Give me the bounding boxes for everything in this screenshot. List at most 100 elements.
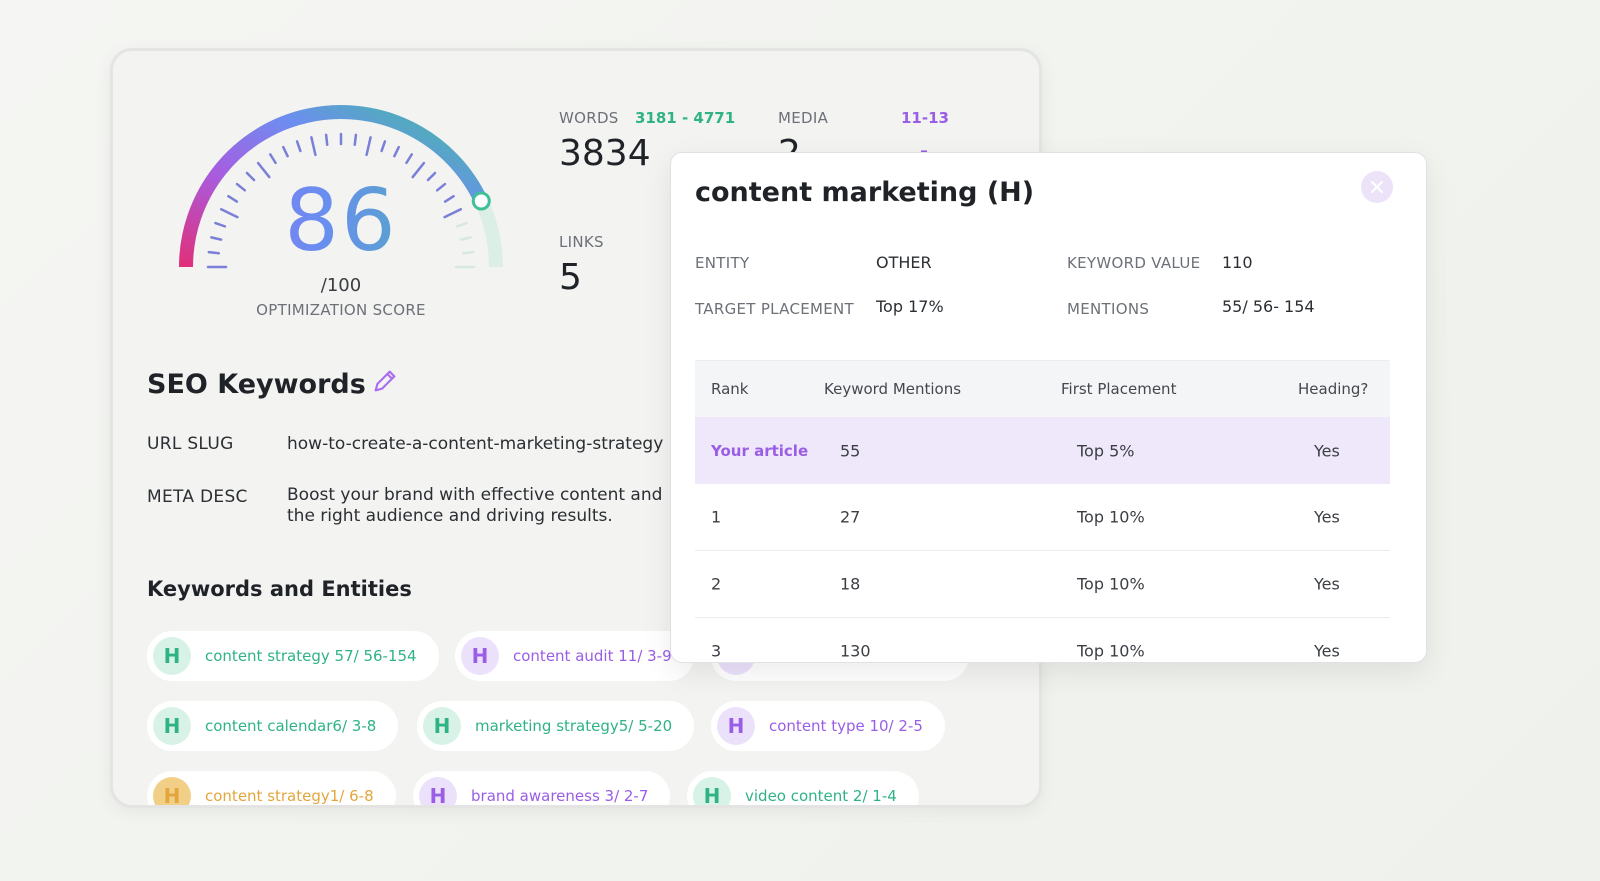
media-label: MEDIA bbox=[778, 109, 829, 127]
mentions-label: MENTIONS bbox=[1067, 300, 1150, 318]
rank-cell: Your article bbox=[711, 441, 809, 460]
keywords-entities-title: Keywords and Entities bbox=[147, 577, 412, 601]
score-max: /100 bbox=[320, 275, 362, 296]
rank-cell: 2 bbox=[711, 574, 722, 594]
mentions-cell: 55 bbox=[840, 441, 861, 460]
media-range: 11-13 bbox=[901, 109, 949, 127]
heading-cell: Yes bbox=[1314, 574, 1340, 594]
gauge-tick bbox=[405, 153, 414, 165]
score-value: 86 bbox=[161, 171, 521, 271]
column-header-placement: First Placement bbox=[1061, 380, 1177, 398]
mentions-cell: 130 bbox=[840, 641, 871, 661]
links-label: LINKS bbox=[559, 233, 604, 251]
gauge-tick bbox=[282, 145, 289, 158]
gauge-tick bbox=[426, 171, 437, 182]
gauge-tick bbox=[459, 236, 472, 241]
keyword-chip[interactable]: H content audit 11/ 3-9 bbox=[455, 631, 694, 681]
placement-cell: Top 5% bbox=[1077, 441, 1135, 460]
gauge-tick bbox=[245, 171, 256, 182]
keyword-value: 110 bbox=[1222, 253, 1253, 272]
gauge-tick bbox=[219, 208, 239, 219]
gauge-tick bbox=[455, 221, 468, 228]
gauge-tick bbox=[210, 236, 223, 241]
mentions-cell: 18 bbox=[840, 574, 861, 594]
keyword-chip-label: video content 2/ 1-4 bbox=[745, 787, 897, 805]
keyword-chip[interactable]: H video content 2/ 1-4 bbox=[687, 771, 919, 805]
gauge-tick bbox=[214, 221, 227, 228]
gauge-tick bbox=[461, 250, 475, 255]
gauge-tick bbox=[411, 161, 426, 179]
pencil-icon[interactable] bbox=[371, 367, 399, 395]
gauge-tick bbox=[235, 182, 247, 192]
url-slug-label: URL SLUG bbox=[147, 434, 234, 454]
gauge-tick bbox=[310, 136, 317, 157]
table-row: 3 130 Top 10% Yes bbox=[695, 618, 1390, 662]
keyword-detail-popup: content marketing (H) ENTITY OTHER KEYWO… bbox=[670, 152, 1427, 663]
close-button[interactable] bbox=[1361, 171, 1393, 203]
table-row: Your article 55 Top 5% Yes bbox=[695, 417, 1390, 484]
words-value: 3834 bbox=[559, 133, 651, 174]
keyword-chip-label: content strategy 57/ 56-154 bbox=[205, 647, 417, 665]
gauge-tick bbox=[324, 133, 329, 147]
keyword-chip[interactable]: H content calendar6/ 3-8 bbox=[147, 701, 399, 751]
gauge-tick bbox=[380, 140, 387, 153]
gauge-tick bbox=[353, 133, 358, 147]
placement-cell: Top 10% bbox=[1077, 574, 1145, 594]
heading-cell: Yes bbox=[1314, 507, 1340, 527]
placement-cell: Top 10% bbox=[1077, 507, 1145, 527]
score-label: OPTIMIZATION SCORE bbox=[256, 301, 426, 319]
gauge-tick bbox=[295, 140, 302, 153]
mentions-value: 55/ 56- 154 bbox=[1222, 297, 1315, 316]
meta-desc-line2[interactable]: the right audience and driving results. bbox=[287, 506, 613, 526]
meta-desc-line1[interactable]: Boost your brand with effective content … bbox=[287, 485, 663, 505]
column-header-mentions: Keyword Mentions bbox=[824, 380, 962, 398]
keyword-chip[interactable]: H marketing strategy5/ 5-20 bbox=[417, 701, 695, 751]
keyword-chip[interactable]: H brand awareness 3/ 2-7 bbox=[413, 771, 671, 805]
words-label: WORDS bbox=[559, 109, 619, 127]
keyword-chip[interactable]: H content type 10/ 2-5 bbox=[711, 701, 945, 751]
seo-keywords-title: SEO Keywords bbox=[147, 369, 366, 400]
heading-badge-icon: H bbox=[717, 707, 755, 745]
gauge-tick bbox=[443, 194, 455, 203]
keyword-chip[interactable]: H content strategy1/ 6-8 bbox=[147, 771, 396, 805]
entity-label: ENTITY bbox=[695, 254, 750, 272]
words-range: 3181 - 4771 bbox=[635, 109, 736, 127]
gauge-knob bbox=[471, 191, 491, 211]
keyword-chip-label: content strategy1/ 6-8 bbox=[205, 787, 374, 805]
keyword-chip-label: content audit 11/ 3-9 bbox=[513, 647, 672, 665]
heading-badge-icon: H bbox=[423, 707, 461, 745]
placement-cell: Top 10% bbox=[1077, 641, 1145, 661]
column-header-rank: Rank bbox=[711, 380, 749, 398]
meta-desc-label: META DESC bbox=[147, 487, 248, 507]
heading-badge-icon: H bbox=[153, 637, 191, 675]
rank-cell: 1 bbox=[711, 507, 722, 527]
target-placement-value: Top 17% bbox=[876, 297, 944, 316]
keyword-chip-label: content type 10/ 2-5 bbox=[769, 717, 923, 735]
keyword-chip-label: content calendar6/ 3-8 bbox=[205, 717, 377, 735]
optimization-score-gauge: 86 /100 OPTIMIZATION SCORE bbox=[161, 79, 521, 319]
gauge-tick bbox=[227, 194, 239, 203]
heading-cell: Yes bbox=[1314, 441, 1340, 460]
gauge-tick bbox=[393, 145, 400, 158]
gauge-tick bbox=[207, 250, 221, 255]
heading-badge-icon: H bbox=[153, 777, 191, 805]
entity-value: OTHER bbox=[876, 253, 932, 272]
heading-badge-icon: H bbox=[153, 707, 191, 745]
links-value: 5 bbox=[559, 257, 582, 298]
popup-title: content marketing (H) bbox=[695, 177, 1035, 208]
keyword-chip-label: brand awareness 3/ 2-7 bbox=[471, 787, 649, 805]
keyword-chip[interactable]: H content strategy 57/ 56-154 bbox=[147, 631, 439, 681]
gauge-tick bbox=[443, 208, 463, 219]
heading-cell: Yes bbox=[1314, 641, 1340, 661]
rank-cell: 3 bbox=[711, 641, 722, 661]
table-row: 2 18 Top 10% Yes bbox=[695, 551, 1390, 618]
keyword-chip-label: marketing strategy5/ 5-20 bbox=[475, 717, 673, 735]
gauge-tick bbox=[268, 153, 277, 165]
target-placement-label: TARGET PLACEMENT bbox=[695, 300, 855, 318]
keyword-value-label: KEYWORD VALUE bbox=[1067, 254, 1201, 272]
ranking-table: Rank Keyword Mentions First Placement He… bbox=[695, 360, 1390, 662]
table-row: 1 27 Top 10% Yes bbox=[695, 484, 1390, 551]
url-slug-value[interactable]: how-to-create-a-content-marketing-strate… bbox=[287, 434, 664, 454]
gauge-arc bbox=[179, 105, 503, 269]
heading-badge-icon: H bbox=[419, 777, 457, 805]
